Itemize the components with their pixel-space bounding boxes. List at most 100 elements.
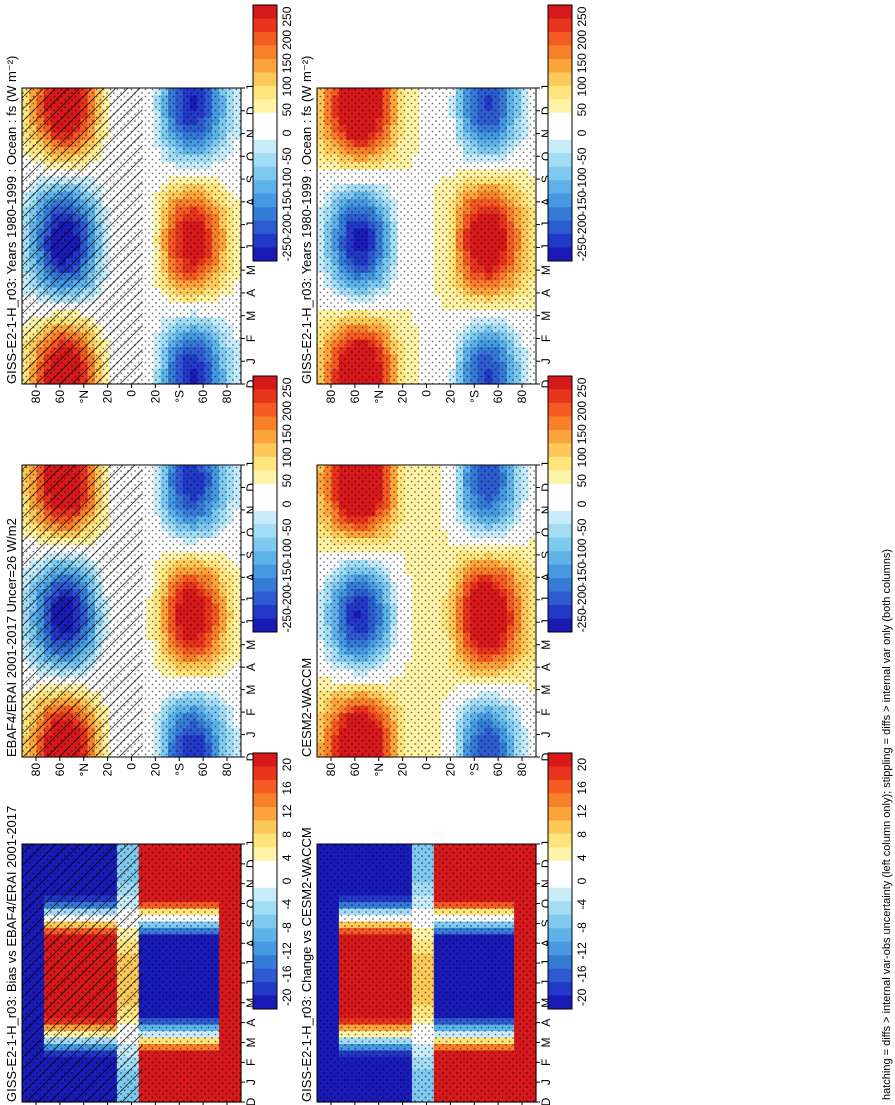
colorbar-label: 20 xyxy=(280,758,294,772)
lat-tick-label: °S xyxy=(172,763,186,776)
lat-tick-label: 0 xyxy=(125,390,139,397)
lat-tick-label: 20 xyxy=(101,390,115,404)
colorbar-swatch xyxy=(253,429,277,444)
colorbar-label: 0 xyxy=(280,877,294,884)
colorbar-swatch xyxy=(253,564,277,579)
panel-title: GISS-E2-1-H_r03: Years 1980-1999 : Ocean… xyxy=(4,56,19,384)
month-tick-label: N xyxy=(244,506,258,515)
colorbar-label: -4 xyxy=(280,899,294,910)
month-tick-label: J xyxy=(244,980,258,986)
colorbar-label: -150 xyxy=(280,561,294,585)
month-tick-label: J xyxy=(244,358,258,364)
colorbar-swatch xyxy=(253,497,277,512)
colorbar-swatch xyxy=(253,901,277,916)
colorbar-swatch xyxy=(253,456,277,471)
colorbar-swatch xyxy=(253,443,277,458)
month-tick-label: A xyxy=(244,289,258,297)
colorbar-label: -8 xyxy=(280,922,294,933)
month-tick-label: D xyxy=(244,1097,258,1105)
colorbar-swatch xyxy=(253,779,277,794)
lat-tick-label: 80 xyxy=(29,390,43,404)
colorbar-label: 0 xyxy=(280,500,294,507)
lat-tick-label: 20 xyxy=(148,763,162,777)
lat-tick-label: 0 xyxy=(125,763,139,770)
month-tick-label: S xyxy=(244,175,258,183)
lat-tick-label: 20 xyxy=(101,763,115,777)
colorbar-swatch xyxy=(253,58,277,73)
colorbar-swatch xyxy=(253,591,277,606)
month-tick-label: O xyxy=(244,152,258,161)
colorbar-swatch xyxy=(253,995,277,1010)
colorbar-swatch xyxy=(253,605,277,620)
hatching-overlay xyxy=(22,844,143,1102)
panel-p1: GISS-E2-1-H_r03: Years 1980-1999 : Ocean… xyxy=(4,56,258,404)
lat-tick-label: °S xyxy=(172,390,186,403)
panel-title: EBAF4/ERAI 2001-2017 Uncer=26 W/m2 xyxy=(4,518,19,757)
colorbar-swatch xyxy=(253,483,277,498)
colorbar-swatch xyxy=(253,982,277,997)
month-tick-label: F xyxy=(244,708,258,715)
colorbar-swatch xyxy=(253,914,277,929)
colorbar-swatch xyxy=(253,139,277,154)
lat-tick-label: 80 xyxy=(29,763,43,777)
colorbar-label: -16 xyxy=(280,965,294,983)
month-tick-label: A xyxy=(244,198,258,206)
colorbar-swatch xyxy=(253,180,277,195)
month-tick-label: A xyxy=(244,663,258,671)
colorbar-frame xyxy=(252,375,278,633)
colorbar-swatch xyxy=(253,153,277,168)
colorbar-swatch xyxy=(253,416,277,431)
colorbar-swatch xyxy=(253,45,277,60)
lat-tick-label: 60 xyxy=(196,763,210,777)
colorbar-swatch xyxy=(253,510,277,525)
colorbar-swatch xyxy=(253,753,277,767)
colorbar-swatch xyxy=(253,833,277,848)
colorbar-label: -20 xyxy=(280,988,294,1006)
colorbar-label: 200 xyxy=(280,30,294,50)
panel-p4: GISS-E2-1-H_r03: Years 1980-1999 : Ocean… xyxy=(299,56,553,404)
colorbar-label: 16 xyxy=(280,781,294,795)
month-tick-label: D xyxy=(244,379,258,388)
colorbar-swatch xyxy=(253,470,277,485)
month-tick-label: J xyxy=(244,222,258,228)
lat-tick-label: 20 xyxy=(148,390,162,404)
colorbar-swatch xyxy=(253,874,277,889)
month-tick-label: J xyxy=(244,244,258,250)
lat-tick-label: °N xyxy=(77,390,91,403)
month-tick-label: S xyxy=(244,551,258,559)
lat-tick-label: 80 xyxy=(220,763,234,777)
colorbar-swatch xyxy=(253,18,277,33)
colorbar-swatch xyxy=(253,193,277,208)
month-tick-label: D xyxy=(244,106,258,115)
colorbar-swatch xyxy=(253,806,277,821)
month-tick-label: A xyxy=(244,573,258,581)
colorbar-label: 50 xyxy=(280,103,294,117)
colorbar-swatch xyxy=(253,5,277,19)
month-tick-label: J xyxy=(244,462,258,468)
lat-tick-label: 60 xyxy=(53,763,67,777)
colorbar-label: -50 xyxy=(280,147,294,165)
colorbar-swatch xyxy=(253,234,277,249)
colorbar-swatch xyxy=(253,99,277,114)
colorbar-label: -100 xyxy=(280,538,294,562)
colorbar-label: 250 xyxy=(280,377,294,397)
panel-p3: GISS-E2-1-H_r03: Bias vs EBAF4/ERAI 2001… xyxy=(4,806,258,1105)
month-tick-label: A xyxy=(244,939,258,947)
month-tick-label: A xyxy=(244,1019,258,1027)
colorbar-swatch xyxy=(253,537,277,552)
month-tick-label: J xyxy=(244,841,258,847)
colorbar-swatch xyxy=(253,766,277,781)
colorbar-swatch xyxy=(253,166,277,181)
colorbar-swatch xyxy=(253,860,277,875)
lat-tick-label: 60 xyxy=(53,390,67,404)
month-tick-label: M xyxy=(244,265,258,275)
colorbar-label: -150 xyxy=(280,190,294,214)
month-tick-label: N xyxy=(244,129,258,138)
month-tick-label: J xyxy=(244,1079,258,1085)
colorbar-label: 8 xyxy=(280,831,294,838)
colorbar-swatch xyxy=(253,247,277,262)
